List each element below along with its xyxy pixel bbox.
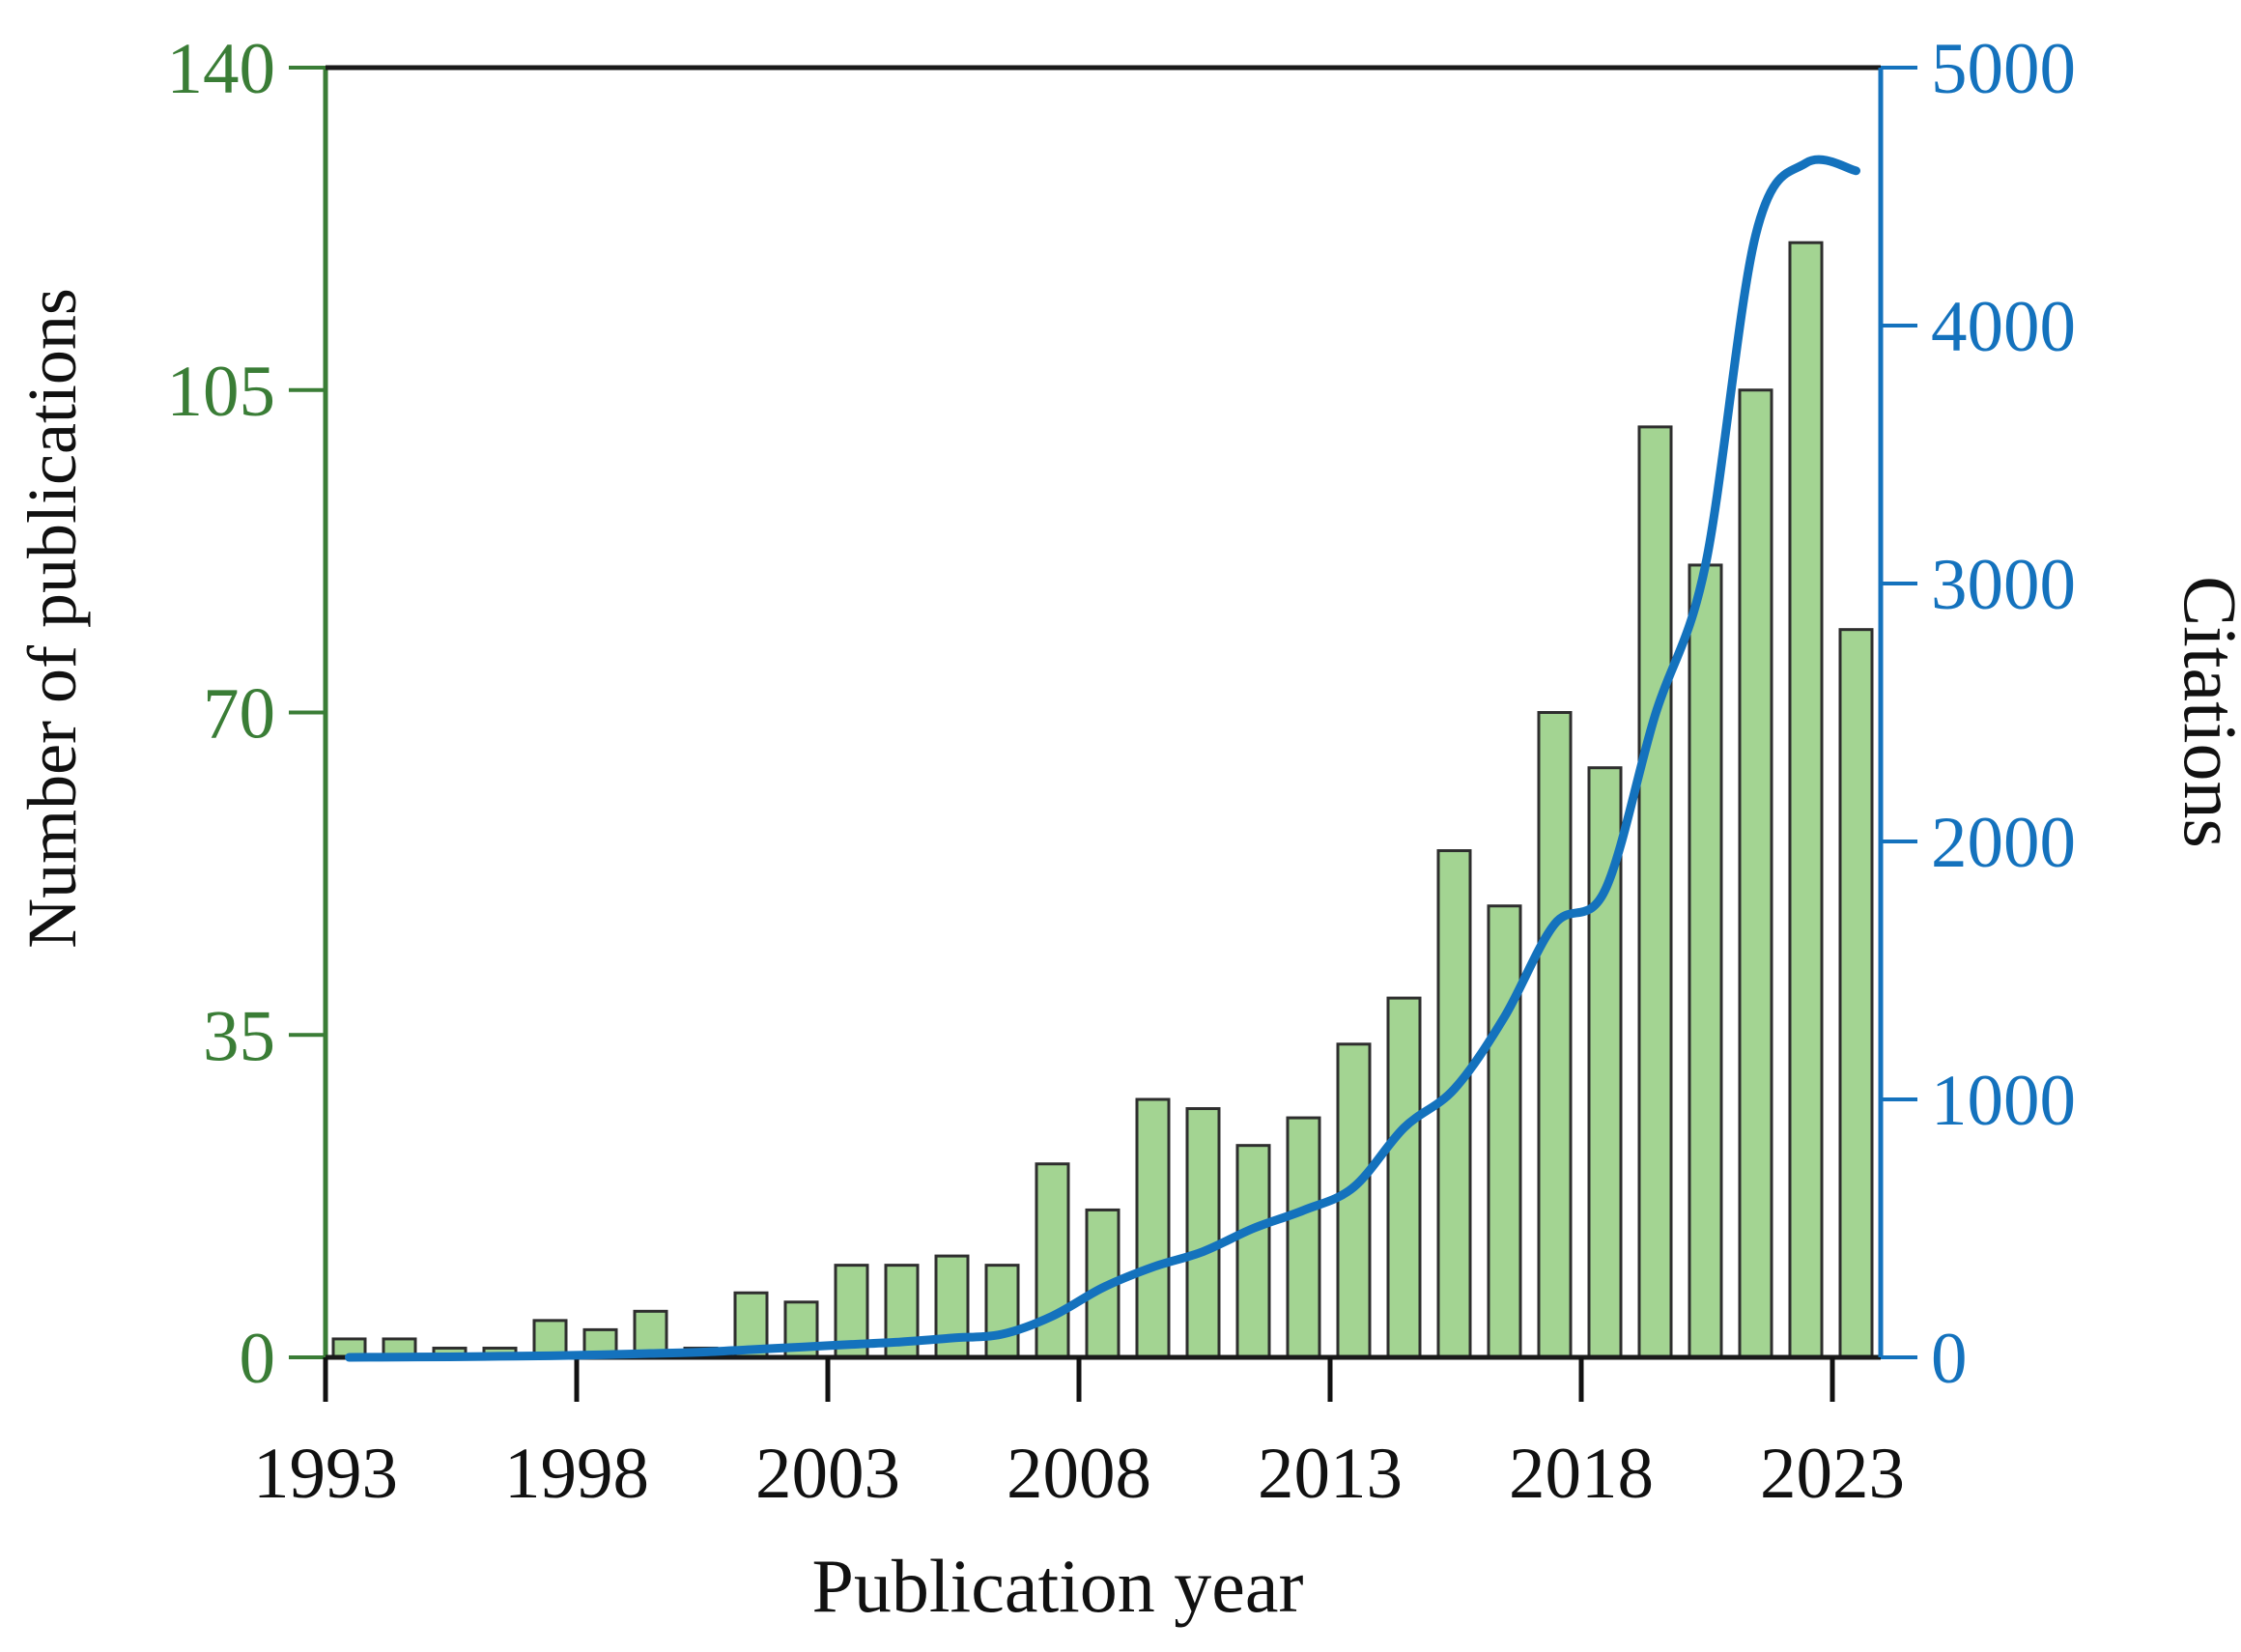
ticks-and-labels-group: 0 35 70 105 140 0 1000 2000 3000 4000 5000 1993 1998… xyxy=(167,29,2077,1514)
publication-bar-2019 xyxy=(1637,425,1673,1359)
publication-bar-2020 xyxy=(1688,563,1723,1359)
citations-line-group xyxy=(345,155,1860,1362)
left-axis-title: Number of publications xyxy=(14,288,91,949)
right-axis-tick-label-2000: 2000 xyxy=(1931,803,2076,883)
publication-bar-2023 xyxy=(1838,628,1874,1359)
citations-line xyxy=(345,155,1860,1362)
left-axis-tick-label-70: 70 xyxy=(203,674,275,755)
x-axis-tick-label-2018: 2018 xyxy=(1509,1434,1654,1514)
left-axis-tick-label-0: 0 xyxy=(240,1319,276,1399)
x-axis-tick-label-2023: 2023 xyxy=(1760,1434,1905,1514)
publication-bar-2009 xyxy=(1135,1097,1171,1359)
publication-bar-2010 xyxy=(1185,1107,1221,1359)
left-axis-tick-label-140: 140 xyxy=(167,29,276,109)
publication-bar-2017 xyxy=(1537,711,1573,1359)
publications-bars-group xyxy=(331,241,1874,1359)
left-axis-tick-label-105: 105 xyxy=(167,352,276,432)
x-axis-tick-label-2003: 2003 xyxy=(755,1434,900,1514)
right-axis-tick-label-4000: 4000 xyxy=(1931,287,2076,367)
publication-bar-2016 xyxy=(1487,904,1522,1359)
publication-bar-2006 xyxy=(984,1264,1020,1359)
publication-bar-2021 xyxy=(1738,388,1773,1359)
right-axis-tick-label-3000: 3000 xyxy=(1931,545,2076,625)
x-axis-tick-label-1998: 1998 xyxy=(504,1434,649,1514)
x-axis-tick-label-2013: 2013 xyxy=(1258,1434,1403,1514)
publication-bar-2007 xyxy=(1035,1162,1070,1359)
right-axis-tick-label-1000: 1000 xyxy=(1931,1061,2076,1141)
publication-bar-2022 xyxy=(1788,241,1824,1359)
publication-bar-2013 xyxy=(1336,1042,1372,1359)
publication-bar-2012 xyxy=(1286,1116,1321,1359)
x-axis-tick-label-2008: 2008 xyxy=(1007,1434,1151,1514)
x-axis-tick-label-1993: 1993 xyxy=(253,1434,398,1514)
right-axis-tick-label-0: 0 xyxy=(1931,1319,1968,1399)
right-axis-title: Citations xyxy=(2169,576,2241,848)
right-axis-tick-label-5000: 5000 xyxy=(1931,29,2076,109)
left-axis-tick-label-35: 35 xyxy=(203,996,275,1076)
publication-bar-2011 xyxy=(1235,1144,1271,1359)
publication-bar-2014 xyxy=(1386,996,1422,1359)
x-axis-title: Publication year xyxy=(811,1544,1303,1628)
